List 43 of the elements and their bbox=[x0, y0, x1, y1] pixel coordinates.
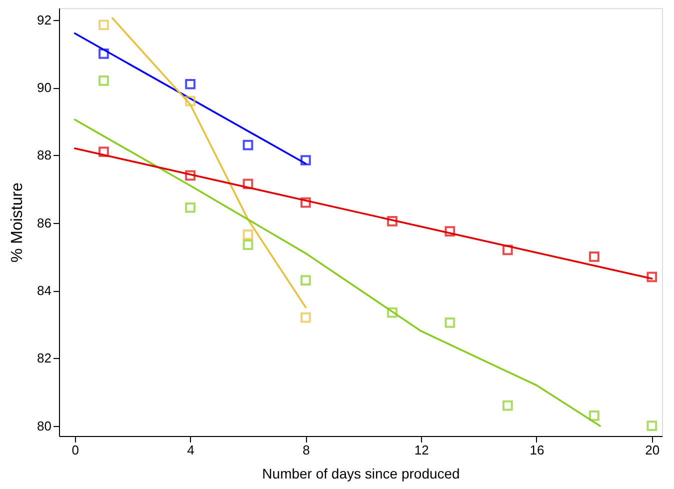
point bbox=[444, 317, 456, 328]
point bbox=[300, 197, 311, 208]
x-tick-label: 8 bbox=[302, 442, 310, 458]
point bbox=[185, 78, 196, 90]
point bbox=[242, 240, 254, 250]
point bbox=[98, 48, 109, 59]
point bbox=[387, 216, 398, 226]
point bbox=[444, 226, 456, 236]
y-tick-label: 86 bbox=[37, 215, 52, 230]
point bbox=[242, 140, 254, 150]
point bbox=[185, 202, 196, 213]
point bbox=[300, 312, 311, 323]
y-tick-label: 92 bbox=[37, 12, 52, 28]
x-tick-label: 4 bbox=[187, 442, 194, 458]
point bbox=[98, 76, 109, 86]
point bbox=[242, 230, 254, 240]
point bbox=[646, 272, 658, 282]
point bbox=[300, 275, 311, 286]
point bbox=[502, 400, 513, 411]
x-tick-label: 16 bbox=[530, 442, 544, 458]
y-tick-label: 84 bbox=[37, 283, 52, 298]
point bbox=[502, 244, 513, 256]
point bbox=[589, 251, 600, 262]
y-axis-title: % Moisture bbox=[9, 182, 26, 263]
point bbox=[98, 146, 109, 157]
point bbox=[185, 96, 196, 106]
x-tick-label: 12 bbox=[414, 442, 429, 458]
x-tick-label: 0 bbox=[72, 442, 79, 458]
y-tick-label: 80 bbox=[37, 418, 52, 434]
point bbox=[242, 178, 254, 190]
y-tick-label: 82 bbox=[37, 350, 52, 366]
x-axis-title: Number of days since produced bbox=[262, 466, 460, 482]
line-series bbox=[74, 118, 601, 427]
point bbox=[98, 20, 109, 30]
point bbox=[300, 155, 311, 166]
point bbox=[589, 410, 600, 421]
y-tick-label: 90 bbox=[37, 80, 52, 96]
point bbox=[185, 170, 196, 181]
x-tick-label: 20 bbox=[645, 442, 660, 458]
point bbox=[387, 307, 398, 318]
y-tick-label: 88 bbox=[37, 148, 52, 163]
point bbox=[646, 420, 658, 432]
line-series bbox=[111, 17, 307, 308]
